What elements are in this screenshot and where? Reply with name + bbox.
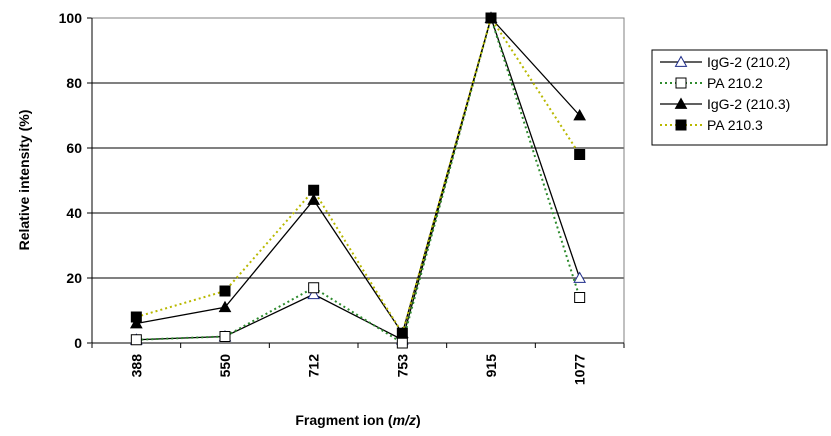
y-tick-label: 40 <box>66 205 82 221</box>
x-tick-label: 1077 <box>572 354 588 385</box>
y-tick-label: 80 <box>66 75 82 91</box>
y-tick-label: 0 <box>74 335 82 351</box>
data-point <box>485 12 497 24</box>
series-line <box>136 15 581 336</box>
x-tick-label: 753 <box>394 354 410 378</box>
x-tick-label: 550 <box>217 354 233 378</box>
legend-marker <box>674 55 688 67</box>
series-1 <box>129 11 587 345</box>
data-point <box>308 184 320 196</box>
series-line <box>136 15 581 341</box>
legend-label: IgG-2 (210.2) <box>707 54 790 70</box>
data-point <box>218 300 232 313</box>
series-4 <box>130 12 586 339</box>
y-tick-label: 100 <box>59 10 83 26</box>
x-tick-label: 388 <box>128 354 144 378</box>
legend-label: PA 210.3 <box>707 117 763 133</box>
data-point <box>219 285 231 297</box>
x-tick-label: 712 <box>306 354 322 378</box>
data-point <box>307 287 321 300</box>
data-point <box>574 292 586 303</box>
series-group <box>129 11 587 349</box>
y-axis-title: Relative intensity (%) <box>16 110 32 251</box>
legend-label: PA 210.2 <box>707 75 763 91</box>
legend-marker <box>674 97 688 109</box>
data-point <box>130 311 142 323</box>
data-point <box>307 193 321 205</box>
y-tick-labels: 0 20 40 60 80 100 <box>59 10 83 351</box>
data-point <box>396 337 408 349</box>
x-tick-label: 915 <box>483 354 499 378</box>
legend-label: IgG-2 (210.3) <box>707 96 790 112</box>
legend: IgG-2 (210.2) PA 210.2 IgG-2 (210.3) PA 210… <box>651 49 828 146</box>
series-line <box>136 16 581 335</box>
legend-marker <box>675 77 687 89</box>
data-point <box>129 316 143 329</box>
x-tick-labels: 388 550 712 753 915 1077 <box>128 354 587 385</box>
data-point <box>308 282 320 294</box>
series-3 <box>129 11 587 339</box>
series-line <box>136 14 581 345</box>
x-axis-title-main: Fragment ion ( <box>295 412 393 428</box>
grid-lines <box>87 17 625 348</box>
data-point <box>574 149 586 160</box>
x-axis-title-end: ) <box>416 412 421 428</box>
x-axis-title-unit: m/z <box>393 412 416 428</box>
y-tick-label: 60 <box>66 140 82 156</box>
legend-marker <box>675 119 687 131</box>
data-point <box>130 334 142 346</box>
data-point <box>219 331 231 342</box>
plot-area-border <box>91 17 625 344</box>
x-axis-title: Fragment ion (m/z) <box>295 412 420 428</box>
data-point <box>396 327 408 339</box>
data-point <box>573 271 587 283</box>
data-point <box>573 108 587 121</box>
y-tick-label: 20 <box>66 270 82 286</box>
